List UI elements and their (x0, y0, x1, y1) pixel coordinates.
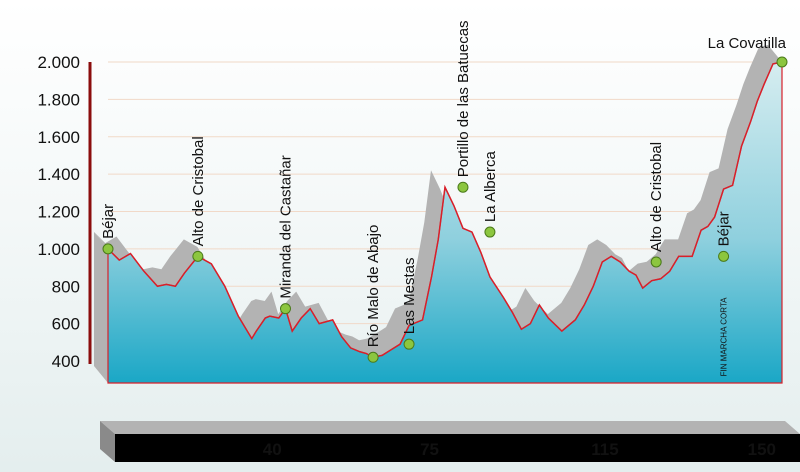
y-tick-label: 1.200 (37, 203, 80, 222)
y-tick-label: 1.400 (37, 165, 80, 184)
profile-area-fill (107, 61, 783, 384)
y-tick-label: 2.000 (37, 53, 80, 72)
y-tick-labels: 2.000 1.800 1.600 1.400 1.200 1.000 800 600 400 (37, 53, 80, 371)
waypoint-marker (403, 338, 415, 350)
waypoint-label: Las Mestas (401, 257, 418, 334)
waypoint-marker (192, 250, 204, 262)
profile-area (107, 61, 783, 384)
waypoint-marker (776, 56, 788, 68)
x-axis-bar (115, 434, 800, 462)
waypoint-label: La Alberca (482, 151, 499, 223)
waypoint-label: Béjar (716, 211, 733, 246)
waypoint-marker (457, 181, 469, 193)
y-tick-label: 1.600 (37, 128, 80, 147)
profile-shadow (94, 45, 782, 383)
y-tick-label: 400 (52, 352, 80, 371)
waypoint-label: Río Malo de Abajo (365, 225, 382, 348)
x-axis-bar (100, 421, 800, 462)
waypoint-label: Béjar (100, 204, 117, 239)
x-tick-label: 115 (591, 440, 618, 459)
waypoint-marker (650, 256, 662, 268)
waypoint-label: Portillo de las Batuecas (455, 20, 472, 177)
x-axis-bar-shadow (100, 421, 800, 434)
y-tick-label: 1.000 (37, 240, 80, 259)
profile-shadow-band (94, 45, 782, 358)
waypoint-marker (102, 243, 114, 255)
waypoint-marker (718, 250, 730, 262)
waypoint-marker (367, 351, 379, 363)
y-tick-label: 600 (52, 315, 80, 334)
x-tick-label: 75 (420, 440, 439, 459)
x-tick-labels: 40 75 115 150 (263, 440, 776, 459)
waypoints (102, 56, 788, 363)
waypoint-labels: Béjar Alto de Cristobal Miranda del Castañ… (100, 20, 787, 347)
x-tick-label: 40 (263, 440, 282, 459)
waypoint-marker (279, 303, 291, 315)
y-tick-label: 800 (52, 277, 80, 296)
waypoint-label: Miranda del Castañar (277, 155, 294, 298)
waypoint-label: Alto de Cristobal (648, 142, 665, 252)
waypoint-label: Alto de Cristobal (190, 136, 207, 246)
profile-line (107, 61, 783, 359)
y-tick-label: 1.800 (37, 90, 80, 109)
waypoint-label: La Covatilla (708, 35, 787, 52)
waypoint-marker (484, 226, 496, 238)
x-tick-label: 150 (748, 440, 776, 459)
x-axis-bar-side (100, 421, 115, 462)
annotations: FIN MARCHA CORTA (720, 297, 729, 376)
fin-marcha-corta-note: FIN MARCHA CORTA (720, 297, 729, 376)
profile-side-wall (94, 231, 108, 383)
